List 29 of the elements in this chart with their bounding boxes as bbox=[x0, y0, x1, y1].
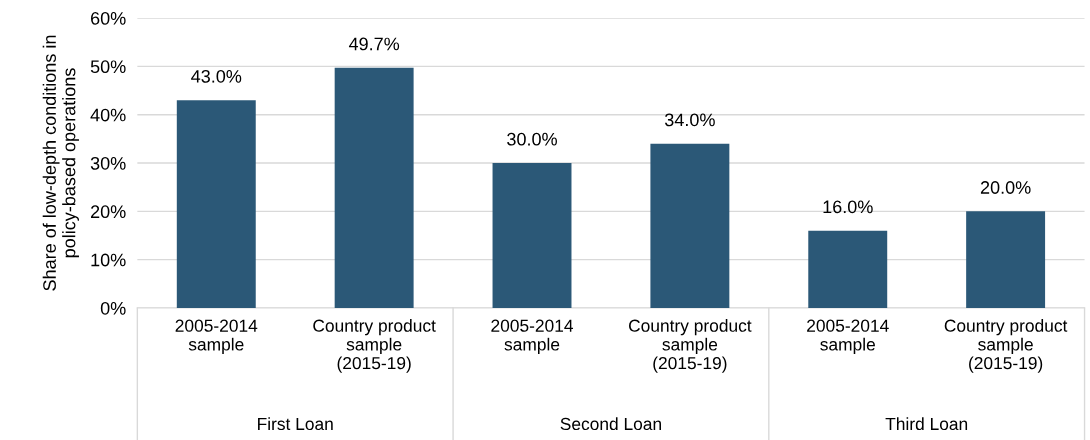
bar bbox=[334, 67, 414, 308]
bar bbox=[176, 100, 256, 308]
y-tick-label: 50% bbox=[90, 60, 126, 74]
y-tick-label: 40% bbox=[90, 108, 126, 122]
y-tick-label: 10% bbox=[91, 253, 126, 267]
data-label: 43.0% bbox=[191, 69, 242, 83]
y-tick-label: 60% bbox=[91, 11, 126, 25]
text: First Loan bbox=[258, 417, 333, 431]
bar bbox=[650, 143, 730, 308]
text: Third Loan bbox=[885, 417, 968, 431]
y-tick-label: 30% bbox=[90, 156, 126, 170]
bar bbox=[808, 230, 888, 308]
y-tick-label: 0% bbox=[100, 301, 126, 315]
bar bbox=[492, 163, 572, 308]
data-label: 30.0% bbox=[507, 132, 557, 146]
data-label: 34.0% bbox=[664, 113, 715, 127]
data-label: 20.0% bbox=[980, 181, 1031, 194]
bar bbox=[966, 211, 1046, 308]
data-label: 49.7% bbox=[348, 37, 400, 51]
data-label: 16.0% bbox=[823, 200, 873, 214]
y-tick-label: 20% bbox=[91, 205, 126, 219]
x-tick-label: 2005-2014 sample bbox=[491, 319, 574, 354]
x-tick-label: 2005-2014 sample bbox=[175, 319, 258, 354]
x-tick-label: Country product sample (2015-19) bbox=[629, 319, 752, 373]
text: Second Loan bbox=[560, 417, 661, 431]
x-tick-label: Country product sample (2015-19) bbox=[313, 319, 436, 373]
x-tick-label: 2005-2014 sample bbox=[807, 319, 889, 354]
y-axis-title: Share of low-depth conditions in policy-based operations bbox=[42, 35, 79, 291]
x-tick-label: Country product sample (2015-19) bbox=[944, 319, 1068, 373]
